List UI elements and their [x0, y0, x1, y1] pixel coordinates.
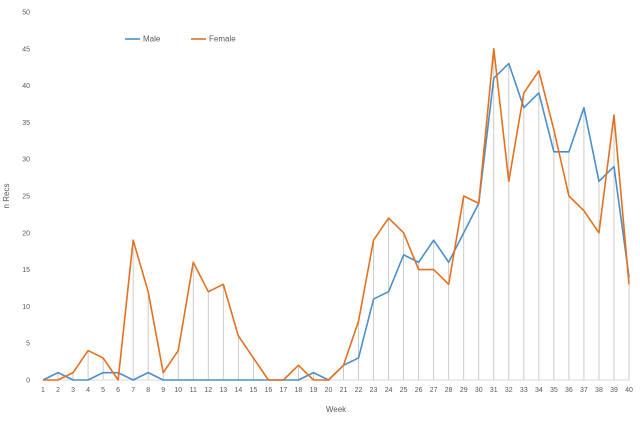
x-tick-label: 29: [460, 387, 468, 394]
y-tick-label: 15: [22, 267, 30, 274]
x-tick-label: 25: [400, 387, 408, 394]
y-tick-label: 40: [22, 83, 30, 90]
x-tick-label: 32: [505, 387, 513, 394]
x-tick-label: 35: [550, 387, 558, 394]
legend: Male Female: [125, 35, 236, 44]
x-tick-label: 33: [520, 387, 528, 394]
x-tick-label: 23: [370, 387, 378, 394]
x-tick-label: 5: [101, 387, 105, 394]
x-tick-label: 2: [56, 387, 60, 394]
y-axis-ticks: 0 5 10 15 20 25 30 35 40 45 50: [22, 10, 30, 385]
series-lines: [42, 47, 630, 381]
legend-label-male: Male: [143, 35, 161, 44]
x-tick-label: 4: [86, 387, 90, 394]
y-tick-label: 50: [22, 10, 30, 17]
x-tick-label: 13: [219, 387, 227, 394]
x-tick-label: 10: [174, 387, 182, 394]
y-tick-label: 35: [22, 120, 30, 127]
x-tick-label: 9: [161, 387, 165, 394]
x-tick-label: 17: [280, 387, 288, 394]
x-tick-label: 3: [71, 387, 75, 394]
x-tick-label: 38: [595, 387, 603, 394]
legend-label-female: Female: [209, 35, 236, 44]
x-tick-label: 8: [146, 387, 150, 394]
x-tick-label: 36: [565, 387, 573, 394]
y-tick-label: 30: [22, 157, 30, 164]
x-tick-label: 28: [445, 387, 453, 394]
x-tick-label: 22: [355, 387, 363, 394]
x-tick-label: 14: [234, 387, 242, 394]
y-tick-label: 0: [26, 378, 30, 385]
x-tick-label: 21: [340, 387, 348, 394]
x-tick-label: 31: [490, 387, 498, 394]
series-line-female: [43, 47, 630, 381]
series-line-male: [42, 62, 630, 381]
y-tick-label: 25: [22, 194, 30, 201]
x-tick-label: 19: [310, 387, 318, 394]
x-tick-label: 39: [610, 387, 618, 394]
x-tick-label: 12: [204, 387, 212, 394]
y-tick-label: 10: [22, 304, 30, 311]
drop-lines: [57, 48, 630, 380]
x-tick-label: 34: [535, 387, 543, 394]
y-axis-title: n Recs: [2, 184, 11, 209]
x-tick-label: 26: [415, 387, 423, 394]
x-tick-label: 24: [385, 387, 393, 394]
x-tick-label: 20: [325, 387, 333, 394]
x-tick-label: 30: [475, 387, 483, 394]
y-tick-label: 5: [26, 341, 30, 348]
x-tick-label: 37: [580, 387, 588, 394]
x-tick-label: 1: [41, 387, 45, 394]
x-tick-label: 16: [264, 387, 272, 394]
x-tick-label: 7: [131, 387, 135, 394]
y-tick-label: 45: [22, 46, 30, 53]
x-tick-label: 40: [625, 387, 633, 394]
x-tick-label: 27: [430, 387, 438, 394]
x-tick-label: 11: [190, 387, 197, 394]
x-tick-label: 6: [116, 387, 120, 394]
x-tick-label: 18: [295, 387, 303, 394]
x-axis-ticks: 1 2 3 4 5 6 7 8 9 10 11 12 13 14 15 16 17 18 19 20 21 22 23 24 2…: [41, 387, 633, 394]
x-tick-label: 15: [249, 387, 257, 394]
y-tick-label: 20: [22, 230, 30, 237]
x-axis-title: Week: [326, 405, 347, 414]
